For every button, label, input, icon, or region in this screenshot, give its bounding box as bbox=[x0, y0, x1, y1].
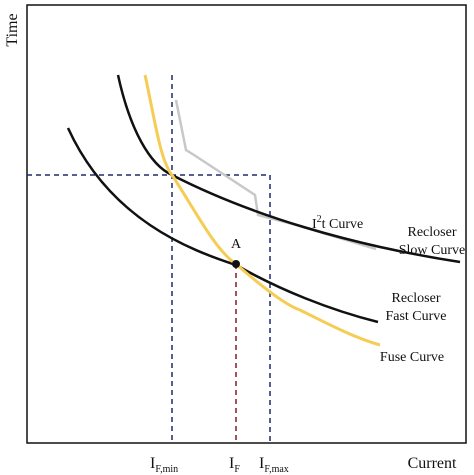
x-marker-label: IF,min bbox=[150, 455, 178, 475]
label-part: 2 bbox=[317, 214, 322, 225]
slow-curve bbox=[116, 74, 461, 264]
label-part: I bbox=[312, 217, 317, 232]
y-axis-label: Time bbox=[4, 13, 21, 46]
curve-label: Fast Curve bbox=[385, 309, 446, 324]
x-axis-label: Current bbox=[408, 455, 457, 472]
label-part: I bbox=[150, 455, 155, 472]
label-part: I bbox=[229, 455, 234, 472]
x-marker-label: IF,max bbox=[259, 455, 289, 475]
point bbox=[232, 260, 240, 268]
label-part: I bbox=[259, 455, 264, 472]
curve-label: Recloser bbox=[392, 291, 441, 306]
guides bbox=[27, 75, 271, 443]
curve-label: I2t Curve bbox=[312, 214, 363, 232]
curve-label: Slow Curve bbox=[399, 243, 466, 258]
curve-label: Recloser bbox=[408, 225, 457, 240]
frame bbox=[26, 4, 467, 444]
point-label: A bbox=[231, 237, 242, 252]
label-part: F,min bbox=[155, 464, 178, 475]
label-part: F,max bbox=[264, 464, 288, 475]
fast-curve bbox=[66, 127, 379, 324]
x-marker-label: IF bbox=[229, 455, 240, 475]
curve-label: Fuse Curve bbox=[380, 350, 444, 365]
label-part: t Curve bbox=[322, 217, 364, 232]
label-part: F bbox=[234, 464, 240, 475]
